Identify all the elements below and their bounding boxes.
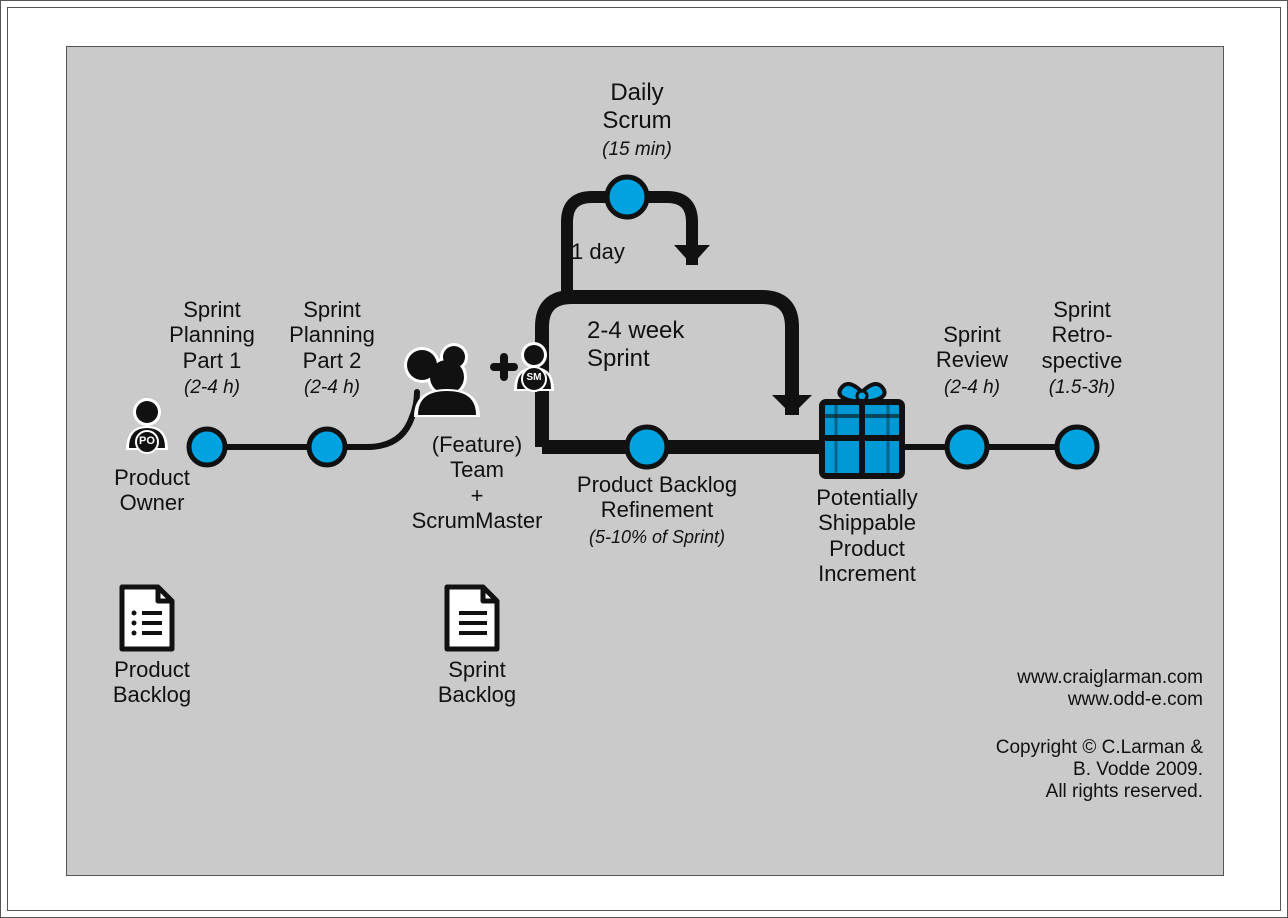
gift-icon xyxy=(822,384,902,476)
footer-urls: www.craiglarman.com www.odd-e.com xyxy=(943,667,1203,711)
footer-copyright: Copyright © C.Larman &B. Vodde 2009.All … xyxy=(923,737,1203,803)
one-day-label: 1 day xyxy=(571,239,651,264)
sprint-plan-2-label: SprintPlanningPart 2 (2-4 h) xyxy=(272,297,392,399)
sprint-plan-2-sub: (2-4 h) xyxy=(304,377,360,398)
sprint-retro-sub: (1.5-3h) xyxy=(1049,377,1116,398)
inner-frame: DailyScrum (15 min) 1 day SprintPlanning… xyxy=(7,7,1281,911)
sprint-duration-label: 2-4 weekSprint xyxy=(587,317,747,372)
product-owner-label: ProductOwner xyxy=(92,465,212,516)
sprint-plan-1-label: SprintPlanningPart 1 (2-4 h) xyxy=(152,297,272,399)
backlog-refinement-label: Product BacklogRefinement (5-10% of Spri… xyxy=(557,472,757,548)
sprint-plan-1-text: SprintPlanningPart 1 xyxy=(169,297,255,373)
backlog-refinement-text: Product BacklogRefinement xyxy=(577,472,737,522)
sprint-backlog-label: SprintBacklog xyxy=(417,657,537,708)
po-badge-text: PO xyxy=(135,435,159,448)
footer-url1: www.craiglarman.com xyxy=(1017,667,1203,688)
sprint-review-label: SprintReview (2-4 h) xyxy=(922,322,1022,398)
sprint-plan-1-sub: (2-4 h) xyxy=(184,377,240,398)
daily-scrum-label: DailyScrum (15 min) xyxy=(567,79,707,162)
sprint-retro-text: SprintRetro-spective xyxy=(1042,297,1123,373)
sprint-review-text: SprintReview xyxy=(936,322,1008,372)
product-backlog-label: ProductBacklog xyxy=(97,657,207,708)
feature-team-label: (Feature)Team+ScrumMaster xyxy=(397,432,557,533)
outer-frame: DailyScrum (15 min) 1 day SprintPlanning… xyxy=(0,0,1288,918)
sprint-plan-2-text: SprintPlanningPart 2 xyxy=(289,297,375,373)
sprint-retro-label: SprintRetro-spective (1.5-3h) xyxy=(1027,297,1137,399)
daily-scrum-sub: (15 min) xyxy=(602,139,672,160)
backlog-refinement-sub: (5-10% of Sprint) xyxy=(589,527,725,547)
shippable-label: PotentiallyShippableProductIncrement xyxy=(787,485,947,586)
sm-badge-text: SM xyxy=(522,372,546,384)
diagram-canvas: DailyScrum (15 min) 1 day SprintPlanning… xyxy=(66,46,1224,876)
sprint-backlog-doc-icon xyxy=(447,587,497,649)
product-backlog-doc-icon xyxy=(122,587,172,649)
daily-scrum-text: DailyScrum xyxy=(602,79,671,134)
footer-url2: www.odd-e.com xyxy=(1068,689,1203,710)
sprint-review-sub: (2-4 h) xyxy=(944,377,1000,398)
